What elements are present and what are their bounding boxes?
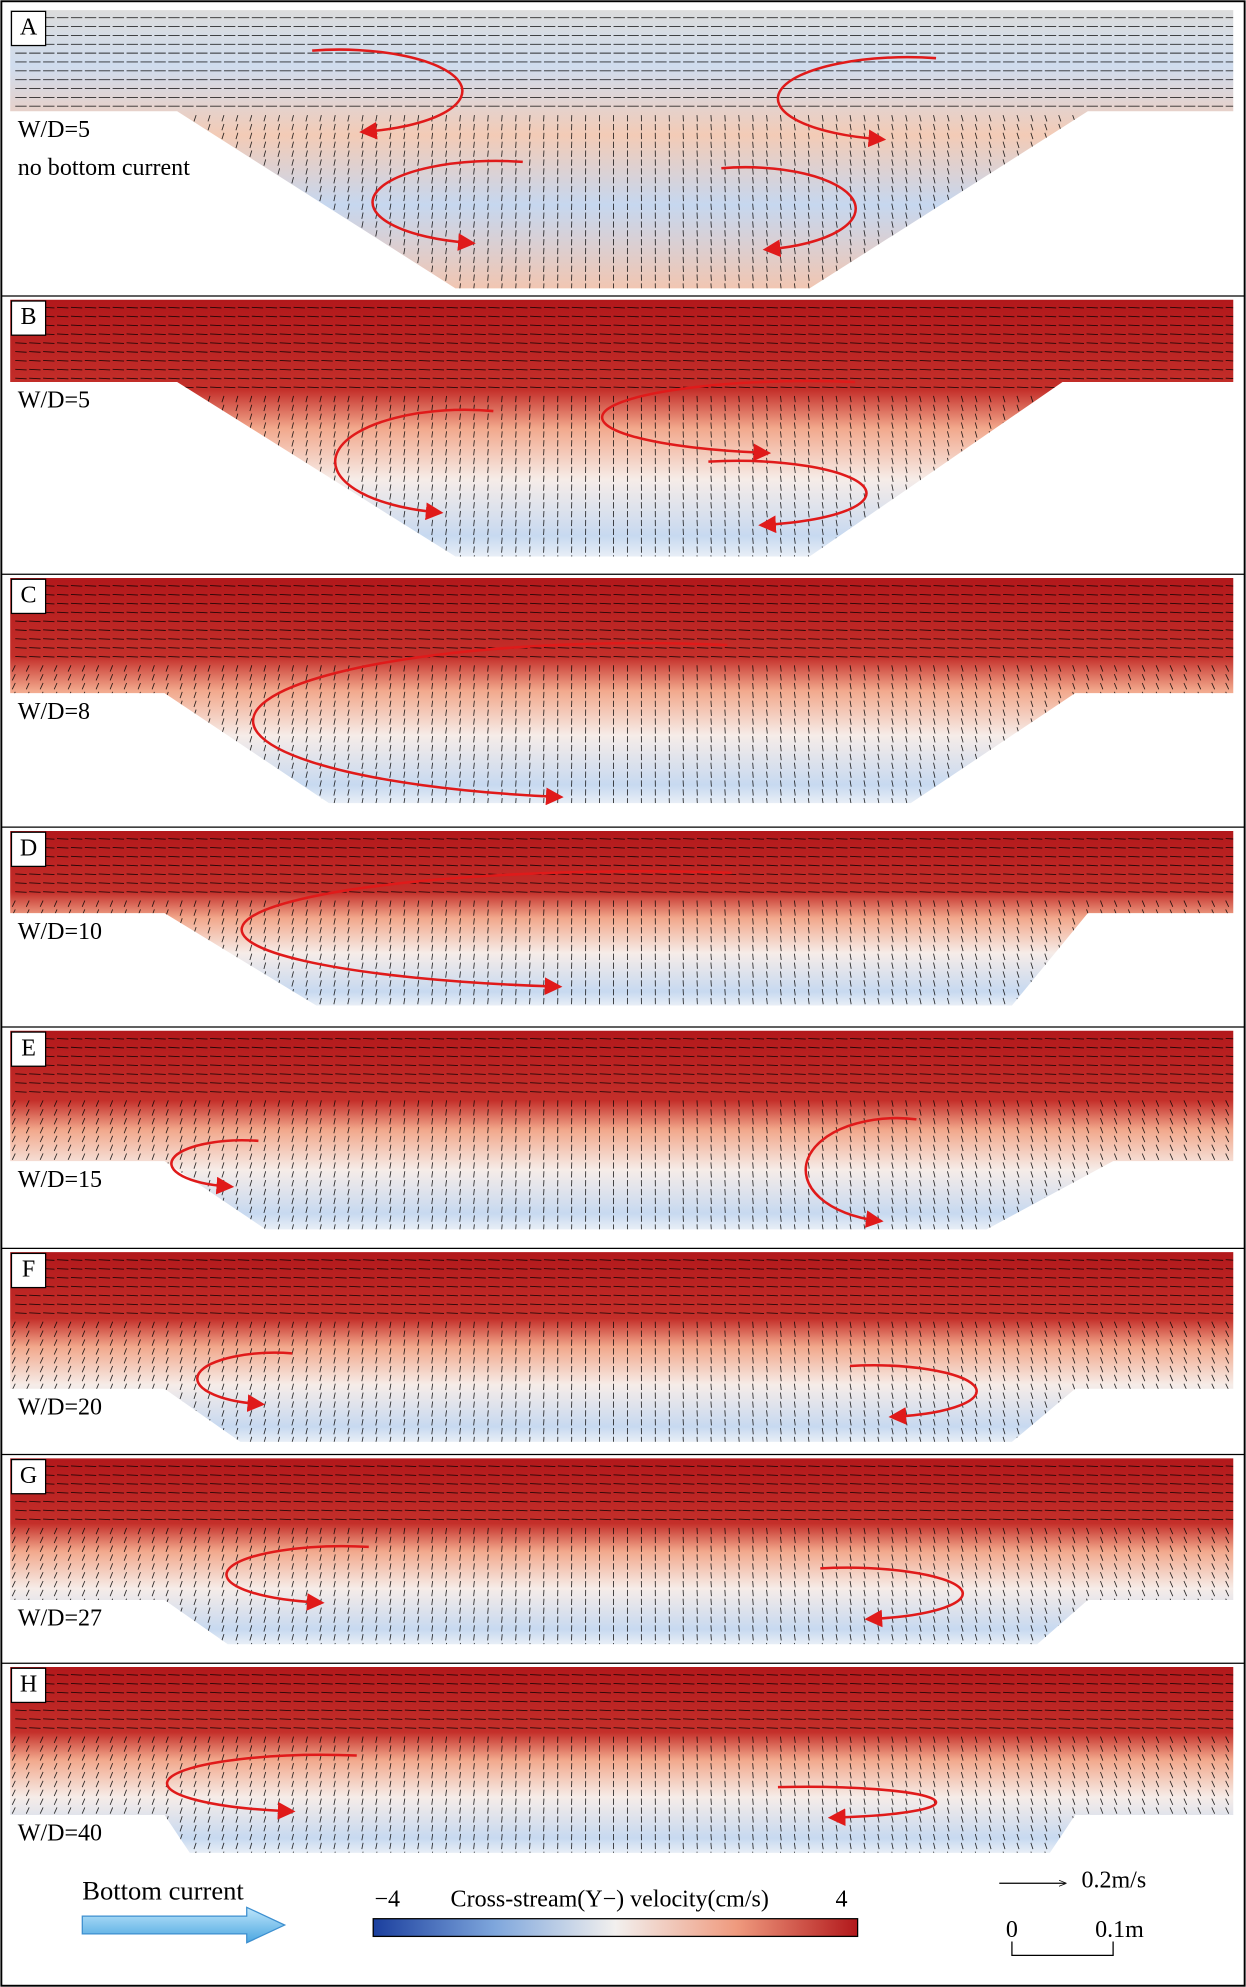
circulation-arrow	[776, 55, 937, 148]
circulation-arrow	[240, 870, 732, 996]
circulation-arrow	[777, 1785, 938, 1827]
panel-annotation: W/D=40	[18, 1821, 102, 1847]
velocity-field	[10, 299, 1234, 557]
colorbar-min: −4	[374, 1887, 400, 1913]
panel: C W/D=8	[1, 573, 1245, 806]
circulation-arrow	[600, 379, 856, 462]
panel-label-box	[10, 831, 47, 868]
panel-label: G	[20, 1463, 37, 1489]
length-scale-bar	[1011, 1941, 1114, 1957]
panel-annotation: W/D=5	[18, 117, 90, 143]
panel-annotation: W/D=20	[18, 1395, 102, 1421]
panel: D W/D=10	[1, 826, 1245, 1006]
velocity-field	[10, 578, 1234, 804]
panel-label: C	[21, 583, 37, 609]
panel-annotation: W/D=27	[18, 1606, 102, 1632]
circulation-arrow	[165, 1753, 357, 1820]
panel: A W/D=5 no bottom current	[10, 10, 1234, 289]
panel-note: no bottom current	[18, 155, 190, 181]
length-scale-end: 0.1m	[1095, 1917, 1144, 1943]
circulation-arrow	[721, 165, 857, 258]
circulation-arrow	[196, 1351, 293, 1412]
panel-label-box	[10, 578, 47, 615]
panel-label-box	[10, 1458, 47, 1495]
panel-label-box	[10, 1031, 47, 1067]
panel-label: A	[20, 15, 38, 41]
velocity-field	[10, 1030, 1234, 1230]
panel: F W/D=20	[1, 1247, 1245, 1442]
velocity-field	[10, 1458, 1234, 1645]
colorbar-max: 4	[835, 1887, 847, 1913]
panel-label-box	[10, 1667, 47, 1704]
panel: G W/D=27	[1, 1453, 1245, 1645]
panel: E W/D=15	[1, 1026, 1245, 1230]
panel-label-box	[10, 10, 47, 47]
velocity-scale-label: 0.2m/s	[1081, 1868, 1146, 1894]
circulation-arrow	[820, 1566, 964, 1628]
circulation-arrow	[334, 408, 494, 521]
circulation-arrow	[708, 459, 868, 534]
velocity-field	[10, 10, 1234, 289]
panels: A W/D=5 no bottom current B W/D=5 C W/D=8 D W/D=…	[1, 10, 1245, 1853]
panel-annotation: W/D=10	[18, 919, 102, 945]
circulation-arrow	[251, 641, 728, 806]
circulation-arrow	[170, 1139, 259, 1195]
panel: B W/D=5	[1, 295, 1245, 557]
panel-annotation: W/D=15	[18, 1167, 102, 1193]
legend-text: Bottom current	[82, 1875, 244, 1905]
panel-annotation: W/D=5	[18, 388, 90, 414]
circulation-arrow	[849, 1364, 978, 1425]
circulation-arrow	[312, 48, 464, 140]
length-scale-start: 0	[1006, 1917, 1018, 1943]
panel-label: B	[21, 304, 37, 330]
panel-annotation: W/D=8	[18, 699, 90, 725]
panel-label: D	[20, 835, 37, 861]
panel-label: F	[22, 1257, 35, 1283]
panel-label-box	[10, 300, 47, 336]
colorbar-title: Cross-stream(Y−) velocity(cm/s)	[451, 1887, 769, 1913]
circulation-arrow	[225, 1544, 369, 1611]
velocity-field	[10, 1667, 1234, 1853]
colorbar	[372, 1918, 859, 1938]
circulation-arrow	[804, 1116, 917, 1228]
panel-label: E	[21, 1035, 36, 1061]
panel-label-box	[10, 1252, 47, 1289]
bottom-current-arrow	[81, 1906, 287, 1944]
velocity-field	[10, 1252, 1234, 1442]
panel-label: H	[20, 1671, 37, 1697]
circulation-arrow	[371, 159, 523, 251]
panel: H W/D=40	[1, 1662, 1245, 1853]
